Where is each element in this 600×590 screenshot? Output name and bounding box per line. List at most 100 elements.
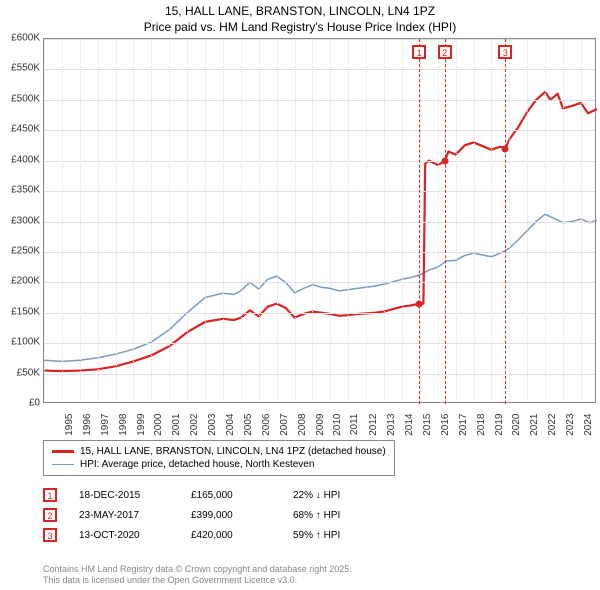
gridline-h	[44, 161, 595, 162]
legend: 15, HALL LANE, BRANSTON, LINCOLN, LN4 1P…	[43, 440, 395, 476]
x-axis-label: 1995	[64, 414, 75, 436]
sales-pct-2: 68% ↑ HPI	[293, 510, 393, 521]
gridline-v	[348, 39, 349, 402]
gridline-v	[205, 39, 206, 402]
gridline-v	[545, 39, 546, 402]
y-axis-label: £450K	[2, 124, 40, 135]
x-axis-label: 2007	[279, 414, 290, 436]
x-axis-label: 2012	[368, 414, 379, 436]
y-axis-label: £350K	[2, 185, 40, 196]
gridline-h	[44, 222, 595, 223]
series-hpi	[44, 214, 597, 361]
gridline-v	[527, 39, 528, 402]
gridline-v	[241, 39, 242, 402]
gridline-v	[295, 39, 296, 402]
gridline-v	[491, 39, 492, 402]
y-axis-label: £250K	[2, 245, 40, 256]
x-axis-label: 2002	[189, 414, 200, 436]
x-axis-label: 1996	[82, 414, 93, 436]
gridline-h	[44, 374, 595, 375]
y-axis-label: £400K	[2, 154, 40, 165]
x-axis-label: 2015	[422, 414, 433, 436]
gridline-v	[366, 39, 367, 402]
marker-line	[505, 39, 506, 404]
chart-svg	[44, 39, 595, 402]
gridline-v	[133, 39, 134, 402]
x-axis-label: 2017	[457, 414, 468, 436]
gridline-v	[151, 39, 152, 402]
marker-line	[445, 39, 446, 404]
gridline-h	[44, 252, 595, 253]
gridline-v	[312, 39, 313, 402]
x-axis-label: 2024	[583, 414, 594, 436]
x-axis-label: 2003	[207, 414, 218, 436]
x-axis-label: 2010	[332, 414, 343, 436]
sales-marker-1: 1	[43, 488, 57, 502]
gridline-h	[44, 191, 595, 192]
gridline-v	[169, 39, 170, 402]
gridline-h	[44, 130, 595, 131]
gridline-h	[44, 282, 595, 283]
title-line1: 15, HALL LANE, BRANSTON, LINCOLN, LN4 1P…	[0, 4, 600, 20]
x-axis-label: 2013	[386, 414, 397, 436]
sales-row-2: 2 23-MAY-2017 £399,000 68% ↑ HPI	[43, 505, 393, 525]
sales-table: 1 18-DEC-2015 £165,000 22% ↓ HPI 2 23-MA…	[43, 485, 393, 545]
gridline-h	[44, 100, 595, 101]
x-axis-label: 2001	[171, 414, 182, 436]
x-axis-label: 2000	[153, 414, 164, 436]
gridline-v	[456, 39, 457, 402]
y-axis-label: £0	[2, 398, 40, 409]
gridline-v	[98, 39, 99, 402]
x-axis-label: 2021	[529, 414, 540, 436]
footer-line1: Contains HM Land Registry data © Crown c…	[43, 564, 352, 575]
y-axis-label: £50K	[2, 367, 40, 378]
sales-date-1: 18-DEC-2015	[79, 490, 169, 501]
legend-label-property: 15, HALL LANE, BRANSTON, LINCOLN, LN4 1P…	[80, 446, 386, 457]
marker-dot	[416, 300, 423, 307]
y-axis-label: £550K	[2, 63, 40, 74]
footer-line2: This data is licensed under the Open Gov…	[43, 575, 352, 586]
sales-row-3: 3 13-OCT-2020 £420,000 59% ↑ HPI	[43, 525, 393, 545]
x-axis-label: 1999	[135, 414, 146, 436]
gridline-v	[474, 39, 475, 402]
gridline-v	[563, 39, 564, 402]
gridline-v	[80, 39, 81, 402]
gridline-h	[44, 69, 595, 70]
x-axis-label: 2023	[565, 414, 576, 436]
chart-container: 15, HALL LANE, BRANSTON, LINCOLN, LN4 1P…	[0, 0, 600, 590]
x-axis-label: 2014	[404, 414, 415, 436]
gridline-h	[44, 343, 595, 344]
plot-area: 12 3	[43, 38, 596, 403]
x-axis-label: 2020	[511, 414, 522, 436]
x-axis-label: 2016	[440, 414, 451, 436]
gridline-v	[62, 39, 63, 402]
x-axis-label: 2006	[261, 414, 272, 436]
sales-marker-3: 3	[43, 528, 57, 542]
marker-dot	[502, 145, 509, 152]
marker-box: 3	[498, 45, 512, 59]
gridline-v	[402, 39, 403, 402]
marker-box: 2	[438, 45, 452, 59]
gridline-v	[116, 39, 117, 402]
y-axis-label: £300K	[2, 215, 40, 226]
sales-pct-1: 22% ↓ HPI	[293, 490, 393, 501]
gridline-v	[259, 39, 260, 402]
sales-pct-3: 59% ↑ HPI	[293, 530, 393, 541]
gridline-v	[277, 39, 278, 402]
legend-row-hpi: HPI: Average price, detached house, Nort…	[52, 458, 386, 471]
x-axis-label: 2005	[243, 414, 254, 436]
sales-price-2: £399,000	[191, 510, 271, 521]
marker-line	[419, 39, 420, 404]
gridline-v	[187, 39, 188, 402]
gridline-v	[581, 39, 582, 402]
gridline-h	[44, 39, 595, 40]
gridline-v	[384, 39, 385, 402]
gridline-v	[509, 39, 510, 402]
legend-label-hpi: HPI: Average price, detached house, Nort…	[80, 459, 314, 470]
marker-box: 1	[412, 45, 426, 59]
y-axis-label: £150K	[2, 306, 40, 317]
marker-dot	[441, 158, 448, 165]
x-axis-label: 2018	[475, 414, 486, 436]
gridline-v	[330, 39, 331, 402]
legend-swatch-hpi	[52, 464, 74, 466]
